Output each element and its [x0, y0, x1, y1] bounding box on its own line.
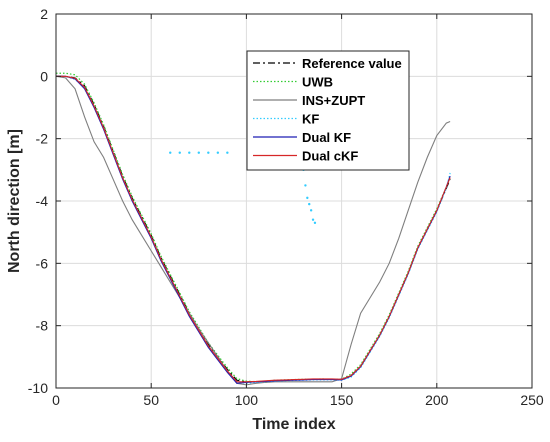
- axes: [55, 13, 533, 389]
- x-tick-label: 200: [425, 392, 449, 408]
- scatter-point: [178, 151, 181, 154]
- scatter-point: [311, 218, 315, 221]
- x-tick-label: 100: [235, 392, 259, 408]
- scatter-point: [169, 151, 172, 154]
- series-line-uwb: [56, 72, 451, 383]
- scatter-point: [308, 202, 311, 206]
- scatter-point: [304, 184, 307, 187]
- scatter-point: [313, 221, 317, 225]
- legend-entry: UWB: [302, 75, 333, 90]
- scatter-point: [197, 151, 200, 154]
- legend-entry: Dual cKF: [302, 149, 358, 164]
- tick-labels: 0 50 100 150 200 250 -10 -8 -6 -4 -2 0 2: [28, 6, 544, 408]
- scatter-point: [226, 151, 229, 154]
- x-tick-label: 250: [520, 392, 544, 408]
- legend-box: [246, 50, 410, 171]
- scatter-point: [216, 151, 220, 154]
- y-axis-label: North direction [m]: [6, 129, 23, 273]
- x-axis-label: Time index: [252, 416, 335, 433]
- legend-entry: KF: [302, 112, 319, 127]
- scatter-point: [188, 151, 191, 154]
- legend-entry: Reference value: [302, 56, 402, 71]
- y-tick-label: -4: [36, 193, 49, 209]
- scatter-point: [207, 151, 210, 154]
- x-tick-label: 150: [330, 392, 354, 408]
- scatter-point: [306, 196, 309, 200]
- series-line-dual-ckf: [56, 75, 451, 383]
- legend: Reference value UWB INS+ZUPT KF Dual KF Dual …: [246, 50, 410, 171]
- y-tick-label: -2: [36, 131, 49, 147]
- y-tick-label: 0: [40, 68, 48, 84]
- y-tick-label: -10: [28, 380, 48, 396]
- legend-entry: INS+ZUPT: [302, 93, 365, 108]
- y-tick-label: 2: [40, 6, 48, 22]
- x-tick-label: 0: [52, 392, 60, 408]
- series-line-ins-zupt: [56, 75, 451, 386]
- scatter-point: [309, 209, 313, 212]
- y-tick-label: -6: [36, 255, 49, 271]
- legend-entry: Dual KF: [302, 130, 351, 145]
- y-tick-label: -8: [36, 318, 49, 334]
- plot-area: [56, 72, 451, 386]
- x-tick-label: 50: [143, 392, 159, 408]
